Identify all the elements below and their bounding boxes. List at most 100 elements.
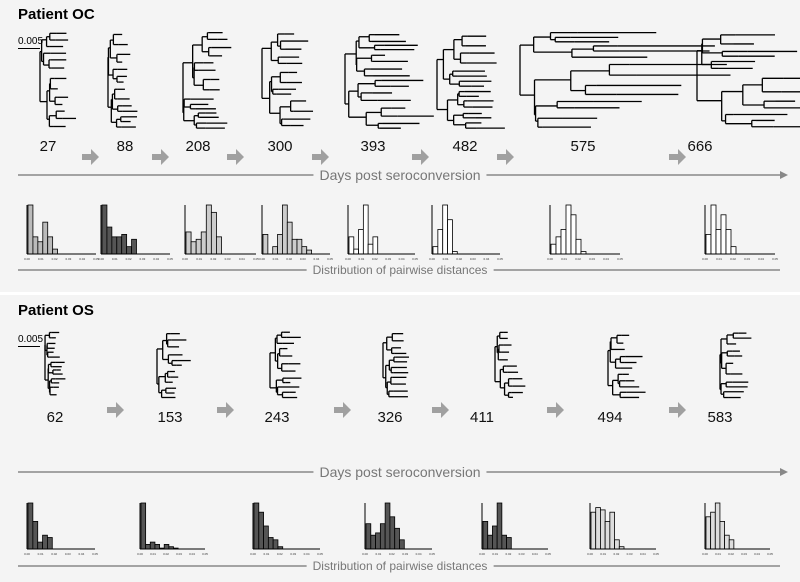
histogram-bar [595, 507, 601, 550]
timepoint-label: 411 [470, 409, 494, 426]
histogram-bar [372, 236, 379, 255]
histogram-tick-label: 0.04 [79, 257, 85, 261]
histogram-bar [715, 229, 722, 255]
histogram-bar [506, 537, 512, 550]
histogram-bar [555, 236, 562, 255]
dist-axis-label: Distribution of pairwise distances [306, 559, 494, 573]
histogram-bar [52, 248, 58, 255]
histogram-bar [42, 534, 48, 550]
timepoint-label: 393 [360, 138, 386, 155]
histogram-bar [32, 521, 39, 550]
histogram-tick-label: 0.04 [483, 257, 489, 261]
histogram-bar [190, 241, 197, 255]
histogram-bar [47, 537, 53, 550]
histogram-bar [267, 537, 274, 550]
histogram-tick-label: 0.03 [402, 552, 408, 556]
histogram-bar [362, 204, 369, 255]
histogram-bar [306, 249, 312, 255]
histogram-bar [353, 248, 359, 255]
histogram-bar [111, 236, 118, 255]
histogram-bar [604, 521, 611, 550]
histogram-tick-label: 0.01 [38, 552, 44, 556]
histogram-tick-label: 0.00 [137, 552, 143, 556]
histogram-tick-label: 0.02 [728, 552, 734, 556]
timepoint-label: 300 [267, 138, 293, 155]
histogram-tick-label: 0.00 [24, 257, 30, 261]
histogram-bar [291, 238, 298, 255]
timepoint-label: 494 [597, 409, 623, 426]
timepoint-label: 326 [377, 409, 403, 426]
histogram-bar [487, 534, 493, 550]
histogram-tick-label: 0.00 [429, 257, 435, 261]
arrow-icon [82, 149, 99, 165]
histogram-bar [262, 233, 269, 255]
histogram-bar [205, 204, 212, 255]
histogram-bar [131, 238, 137, 255]
histogram-bar [116, 236, 123, 255]
histogram-tick-label: 0.02 [277, 552, 283, 556]
histogram-bar [348, 236, 355, 255]
histogram-tick-label: 0.02 [730, 257, 736, 261]
histogram-tick-label: 0.03 [176, 552, 182, 556]
histogram-tick-label: 0.05 [767, 552, 773, 556]
histogram-tick-label: 0.01 [715, 552, 721, 556]
histogram-bar [154, 544, 160, 550]
arrow-icon [152, 149, 169, 165]
histogram-bar [27, 502, 34, 550]
histogram-bar [365, 523, 372, 550]
histogram-bar [560, 229, 567, 255]
panel-divider [0, 292, 800, 295]
histogram-tick-label: 0.02 [52, 257, 58, 261]
histogram-tick-label: 0.04 [758, 257, 764, 261]
histogram-bar [27, 204, 34, 255]
timepoint-label: 583 [707, 409, 733, 426]
histogram-tick-label: 0.04 [532, 552, 538, 556]
histogram-bar [394, 527, 400, 550]
histogram-bar [496, 502, 503, 550]
histogram-tick-label: 0.02 [613, 552, 619, 556]
histogram-bar [210, 211, 217, 255]
timepoint-label: 153 [157, 409, 183, 426]
histogram-bar [492, 525, 498, 550]
histogram-bar [149, 541, 156, 550]
histogram-tick-label: 0.03 [300, 257, 306, 261]
histogram-bar [37, 241, 44, 255]
histogram-bar [47, 236, 54, 255]
histogram-bar [258, 511, 264, 550]
histogram-tick-label: 0.02 [372, 257, 378, 261]
histogram-tick-label: 0.05 [317, 552, 323, 556]
histogram-tick-label: 0.01 [600, 552, 606, 556]
histogram-tick-label: 0.03 [744, 257, 750, 261]
timepoint-label: 666 [687, 138, 713, 155]
histogram-bar [216, 236, 222, 255]
histogram-tick-label: 0.02 [456, 257, 462, 261]
histogram-tick-label: 0.05 [545, 552, 551, 556]
histogram-bar [714, 502, 721, 550]
histogram-tick-label: 0.04 [754, 552, 760, 556]
arrow-icon [227, 149, 244, 165]
histogram-tick-label: 0.00 [345, 257, 351, 261]
histogram-tick-label: 0.04 [239, 257, 245, 261]
histogram-bar [720, 214, 727, 255]
histogram-bar [286, 221, 293, 255]
histogram-tick-label: 0.03 [139, 257, 145, 261]
histogram-bar [358, 229, 364, 255]
arrow-icon [669, 149, 686, 165]
histogram-tick-label: 0.01 [375, 552, 381, 556]
histogram-tick-label: 0.03 [470, 257, 476, 261]
histogram-tick-label: 0.05 [429, 552, 435, 556]
histogram-bar [705, 516, 712, 550]
panel-title: Patient OS [18, 302, 94, 319]
histogram-tick-label: 0.05 [167, 257, 173, 261]
timepoint-label: 62 [46, 409, 64, 426]
histogram-tick-label: 0.00 [182, 257, 188, 261]
scale-label: 0.005 [18, 334, 44, 345]
histogram-bar [384, 502, 391, 550]
histogram-bar [609, 511, 615, 550]
histogram-tick-label: 0.02 [210, 257, 216, 261]
histogram-bar [399, 539, 405, 550]
histogram-tick-label: 0.00 [587, 552, 593, 556]
histogram-tick-label: 0.05 [772, 257, 778, 261]
scale-bar: 0.005 [18, 334, 43, 347]
histogram-tick-label: 0.02 [505, 552, 511, 556]
